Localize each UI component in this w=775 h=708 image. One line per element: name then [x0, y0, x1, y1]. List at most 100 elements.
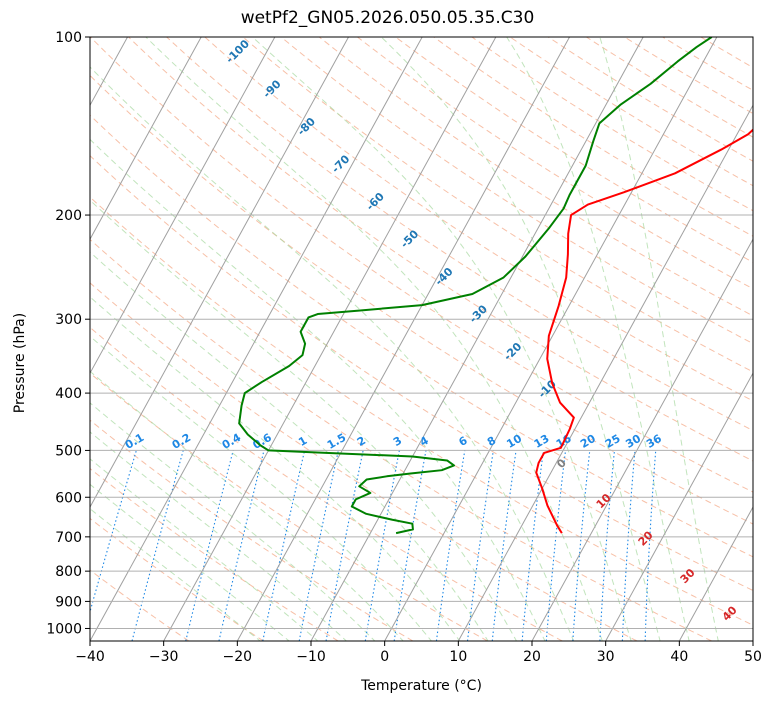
isotherm: [678, 506, 753, 641]
moist-adiabat-label: -40: [432, 265, 455, 288]
isotherm: [90, 37, 423, 641]
y-tick-label: 800: [55, 564, 82, 580]
moist-adiabat: [252, 37, 632, 641]
moist-adiabat-label: -60: [364, 190, 387, 213]
dry-adiabat: [90, 326, 563, 641]
temperature-line: [535, 128, 753, 534]
mixing-ratio-line: [621, 450, 636, 641]
mixing-ratio-line: [435, 450, 466, 641]
moist-adiabat: [145, 37, 603, 641]
y-tick-label: 500: [55, 443, 82, 459]
moist-adiabat-label: 10: [594, 491, 614, 511]
mixing-ratio-label: 0.2: [170, 431, 193, 452]
mixing-ratio-label: 8: [485, 434, 498, 449]
chart-title: wetPf2_GN05.2026.050.05.35.C30: [240, 8, 535, 28]
isotherm: [310, 37, 644, 641]
mixing-ratio-label: 1: [296, 434, 309, 449]
dry-adiabat: [90, 74, 753, 525]
dry-adiabat: [395, 37, 753, 263]
x-tick-label: −40: [75, 649, 105, 665]
moist-adiabat: [90, 251, 489, 641]
x-ticks: −40 −30 −20 −10 0 10 20 30 40 50: [75, 641, 762, 665]
moist-adiabat-label: -20: [501, 340, 524, 363]
dry-adiabat: [90, 569, 190, 641]
moist-adiabat: [599, 37, 719, 641]
moist-adiabat-label: -90: [260, 77, 283, 100]
dry-adiabat: [662, 37, 753, 91]
moist-adiabat: [90, 458, 319, 641]
isotherm: [531, 238, 753, 641]
mixing-ratio-label: 13: [532, 432, 552, 451]
moist-adiabat: [90, 335, 433, 641]
plot-frame: [89, 36, 754, 642]
x-tick-label: 10: [449, 649, 467, 665]
mixing-ratio-line: [545, 450, 567, 641]
x-tick-label: −30: [149, 649, 179, 665]
dry-adiabat: [357, 37, 753, 290]
dry-adiabat: [624, 37, 753, 115]
mixing-ratio-line: [521, 450, 544, 641]
dry-adiabat: [586, 37, 753, 138]
dry-adiabat: [90, 467, 339, 641]
x-tick-label: 50: [744, 649, 762, 665]
moist-adiabat: [90, 483, 290, 641]
x-tick-label: −20: [223, 649, 253, 665]
isotherm: [90, 37, 202, 241]
mixing-ratio-line: [491, 450, 517, 641]
dry-adiabat: [90, 372, 488, 641]
x-tick-label: 30: [597, 649, 615, 665]
dry-adiabat: [90, 37, 753, 493]
mixing-ratio-label: 30: [623, 432, 643, 451]
moist-adiabat: [90, 66, 575, 641]
mixing-ratio-line: [185, 450, 234, 641]
background-lines: [90, 37, 753, 641]
mixing-ratio-label: 2: [355, 434, 368, 449]
x-tick-label: −10: [296, 649, 326, 665]
moist-adiabat-label: -50: [398, 227, 421, 250]
dry-adiabat: [242, 37, 753, 373]
mixing-ratio-label: 3: [391, 434, 404, 449]
mixing-ratio-line: [298, 450, 339, 641]
y-tick-label: 100: [55, 30, 82, 46]
isotherm: [90, 37, 276, 375]
mixing-ratio-label: 20: [578, 432, 598, 451]
mixing-ratio-line: [218, 450, 265, 641]
y-tick-label: 200: [55, 208, 82, 224]
moist-adiabat-label: -80: [295, 115, 318, 138]
moist-adiabat-label: 30: [678, 566, 698, 586]
y-ticks: 100 200 300 400 500 600 700 800 900 1000: [46, 30, 90, 637]
dry-adiabat: [700, 37, 753, 69]
moist-adiabat-label: 40: [720, 603, 740, 623]
mixing-ratio-label: 10: [504, 432, 524, 451]
moist-adiabat: [90, 508, 261, 641]
moist-adiabat-label: 20: [636, 528, 656, 548]
dry-adiabat: [90, 155, 753, 592]
mixing-ratio-line: [393, 450, 427, 641]
dewpoint-line: [238, 37, 713, 535]
mixing-ratio-label: 0.6: [251, 431, 275, 452]
mixing-ratio-line: [90, 450, 137, 614]
moist-adiabat: [90, 199, 518, 641]
dry-adiabat: [318, 37, 753, 317]
y-tick-label: 600: [55, 490, 82, 506]
x-tick-label: 0: [380, 649, 389, 665]
moist-adiabat: [90, 431, 348, 641]
isotherm: [384, 37, 718, 641]
isotherm: [163, 37, 497, 641]
mixing-ratio-label: 25: [603, 432, 623, 451]
mixing-ratio-label: 0.4: [220, 431, 244, 452]
moist-adiabat-label: 0: [554, 456, 569, 471]
mixing-ratio-label: 36: [644, 432, 664, 451]
sounding-series: [238, 37, 753, 535]
isotherm: [605, 372, 753, 641]
y-axis-label: Pressure (hPa): [12, 312, 28, 414]
y-tick-label: 900: [55, 594, 82, 610]
dry-adiabat: [90, 114, 753, 558]
dry-adiabat: [90, 517, 264, 641]
moist-adiabat: [90, 296, 461, 641]
moist-adiabat: [90, 370, 404, 641]
dry-adiabat: [90, 196, 753, 626]
moist-adiabat: [90, 138, 546, 641]
